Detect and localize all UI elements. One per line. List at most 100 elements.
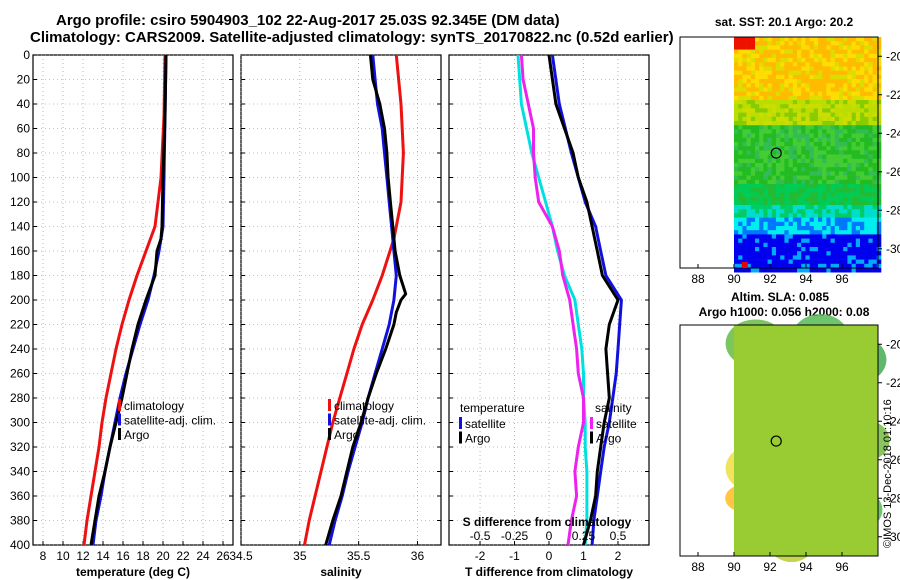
y-tick-label: 320	[10, 440, 30, 454]
top-tick-label: -0.25	[501, 529, 529, 543]
y-tick-label: 200	[10, 293, 30, 307]
y-tick-label: 40	[17, 97, 31, 111]
y-tick-label: 180	[10, 269, 30, 283]
legend-swatch	[459, 417, 462, 429]
legend-label: Argo	[465, 432, 491, 446]
map-y-tick-label: -22	[886, 376, 900, 390]
y-tick-label: 20	[17, 73, 31, 87]
x-tick-label: 10	[56, 549, 70, 563]
x-axis-label: temperature (deg C)	[76, 565, 190, 579]
x-tick-label: -1	[509, 549, 520, 563]
x-tick-label: 35	[293, 549, 307, 563]
map-y-tick-label: -20	[886, 49, 900, 63]
legend-header-salinity: salinity	[595, 401, 632, 415]
legend-swatch	[590, 417, 593, 429]
argo-position-marker	[770, 147, 782, 159]
y-tick-label: 100	[10, 171, 30, 185]
legend-label: satellite	[596, 417, 637, 431]
sla-map-subtitle: Argo h1000: 0.056 h2000: 0.08	[699, 305, 870, 319]
legend-swatch	[118, 399, 121, 411]
sst-red-pixel	[741, 262, 748, 268]
map-x-tick-label: 94	[799, 272, 813, 286]
x-tick-label: 20	[156, 549, 170, 563]
x-tick-label: 12	[76, 549, 90, 563]
x-tick-label: 1	[580, 549, 587, 563]
sla-map-title: Altim. SLA: 0.085	[731, 290, 829, 304]
map-y-tick-label: -24	[886, 126, 900, 140]
series-line-salinity-satellite	[519, 54, 585, 546]
y-tick-label: 160	[10, 244, 30, 258]
map-x-tick-label: 92	[763, 560, 777, 574]
x-tick-label: 22	[176, 549, 190, 563]
series-line-temperature-satellite	[516, 54, 589, 546]
series-line-argo	[89, 54, 168, 546]
legend-label: Argo	[124, 428, 150, 442]
legend-swatch	[328, 399, 331, 411]
x-tick-label: 35.5	[347, 549, 371, 563]
map-frame	[679, 324, 879, 557]
x-tick-label: 18	[136, 549, 150, 563]
map-y-tick-label: -30	[886, 530, 900, 544]
map-y-tick-label: -20	[886, 337, 900, 351]
y-tick-label: 80	[17, 146, 31, 160]
map-x-tick-label: 94	[799, 560, 813, 574]
map-x-tick-label: 92	[763, 272, 777, 286]
map-y-tick-label: -28	[886, 491, 900, 505]
sst-field	[734, 37, 882, 273]
map-y-tick-label: -24	[886, 414, 900, 428]
y-tick-label: 400	[10, 538, 30, 552]
x-axis-label: salinity	[320, 565, 362, 579]
sla-base	[734, 325, 878, 556]
legend-label: satellite	[465, 417, 506, 431]
map-y-tick-label: -28	[886, 203, 900, 217]
x-tick-label: 34.5	[229, 549, 253, 563]
legend-label: satellite-adj. clim.	[334, 414, 426, 428]
map-x-tick-label: 96	[835, 560, 849, 574]
series-line-satellite-adj-clim-	[327, 54, 398, 546]
y-tick-label: 0	[23, 48, 30, 62]
y-tick-label: 280	[10, 391, 30, 405]
sst-map-title: sat. SST: 20.1 Argo: 20.2	[715, 15, 854, 29]
x-tick-label: 26	[216, 549, 230, 563]
legend-swatch	[118, 428, 121, 440]
top-tick-label: -0.5	[470, 529, 491, 543]
series-line-climatology	[303, 54, 405, 546]
series-line-argo	[324, 54, 408, 546]
map-y-tick-label: -26	[886, 165, 900, 179]
legend-swatch	[459, 431, 462, 444]
series-line-salinity-argo	[547, 54, 620, 546]
y-tick-label: 60	[17, 122, 31, 136]
x-tick-label: 36	[411, 549, 425, 563]
legend-header-temperature: temperature	[460, 401, 525, 415]
map-y-tick-label: -22	[886, 88, 900, 102]
chart-title-line-1: Argo profile: csiro 5904903_102 22-Aug-2…	[56, 12, 560, 29]
y-tick-label: 300	[10, 416, 30, 430]
legend-label: satellite-adj. clim.	[124, 414, 216, 428]
map-x-tick-label: 88	[691, 560, 705, 574]
x-tick-label: 8	[40, 549, 47, 563]
x-tick-label: 0	[546, 549, 553, 563]
legend-swatch	[590, 431, 593, 444]
chart-title-line-2: Climatology: CARS2009. Satellite-adjuste…	[30, 29, 674, 46]
map-x-tick-label: 90	[727, 272, 741, 286]
legend-label: Argo	[596, 432, 622, 446]
top-tick-label: 0.5	[610, 529, 627, 543]
y-tick-label: 260	[10, 367, 30, 381]
x-axis-label: T difference from climatology	[465, 565, 633, 579]
y-tick-label: 220	[10, 318, 30, 332]
y-tick-label: 360	[10, 489, 30, 503]
legend-label: climatology	[334, 399, 394, 413]
map-x-tick-label: 90	[727, 560, 741, 574]
legend-swatch	[328, 428, 331, 440]
x-tick-label: 2	[615, 549, 622, 563]
legend-swatch	[328, 413, 331, 426]
imos-timestamp: ©IMOS 13-Dec-2018 01:10:16	[882, 399, 894, 548]
top-axis-label: S difference from climatology	[463, 515, 632, 529]
x-tick-label: 14	[96, 549, 110, 563]
argo-position-marker	[770, 435, 782, 447]
y-tick-label: 380	[10, 514, 30, 528]
map-x-tick-label: 88	[691, 272, 705, 286]
legend-label: climatology	[124, 399, 184, 413]
legend-swatch	[118, 413, 121, 426]
